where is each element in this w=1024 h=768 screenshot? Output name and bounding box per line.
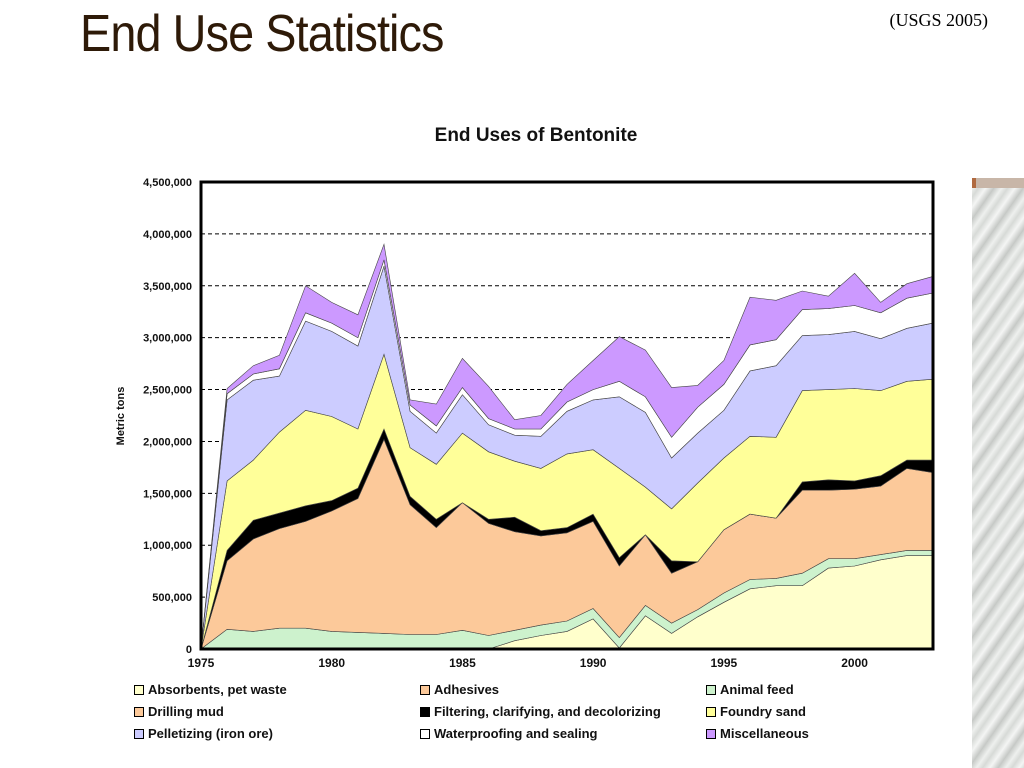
y-tick-label: 4,500,000 — [143, 177, 192, 189]
legend-swatch — [420, 684, 430, 695]
x-tick-label: 1995 — [711, 656, 738, 670]
x-tick-label: 1985 — [449, 656, 476, 670]
source-citation: (USGS 2005) — [889, 10, 988, 30]
slide-title: End Use Statistics — [80, 5, 444, 63]
y-tick-label: 4,000,000 — [143, 229, 192, 241]
y-tick-label: 1,500,000 — [143, 488, 192, 500]
legend-label: Drilling mud — [148, 704, 224, 719]
legend-swatch — [706, 706, 716, 717]
legend-swatch — [420, 728, 430, 739]
legend-label: Pelletizing (iron ore) — [148, 726, 273, 741]
strip-top-cap — [972, 178, 1024, 188]
y-tick-label: 3,500,000 — [143, 281, 192, 293]
chart-title: End Uses of Bentonite — [435, 125, 638, 146]
y-tick-label: 1,000,000 — [143, 540, 192, 552]
legend-swatch — [134, 706, 144, 717]
legend-swatch — [134, 728, 144, 739]
marble-texture-strip — [972, 178, 1024, 768]
legend-item-pelletizing-iron-ore: Pelletizing (iron ore) — [134, 726, 273, 741]
legend-label: Miscellaneous — [720, 726, 809, 741]
y-tick-label: 3,000,000 — [143, 333, 192, 345]
x-tick-label: 1990 — [580, 656, 607, 670]
y-tick-label: 500,000 — [152, 592, 192, 604]
legend-label: Animal feed — [720, 682, 794, 697]
legend-item-adhesives: Adhesives — [420, 682, 499, 697]
legend-item-foundry-sand: Foundry sand — [706, 704, 806, 719]
legend-swatch — [706, 684, 716, 695]
legend-item-filtering-clarifying-and-decolorizing: Filtering, clarifying, and decolorizing — [420, 704, 661, 719]
legend-item-miscellaneous: Miscellaneous — [706, 726, 809, 741]
y-tick-label: 0 — [186, 644, 192, 656]
y-axis-label: Metric tons — [115, 387, 127, 446]
y-tick-label: 2,500,000 — [143, 385, 192, 397]
x-tick-label: 1980 — [318, 656, 345, 670]
x-tick-label: 1975 — [188, 656, 215, 670]
legend-label: Absorbents, pet waste — [148, 682, 287, 697]
legend-label: Filtering, clarifying, and decolorizing — [434, 704, 661, 719]
legend-label: Waterproofing and sealing — [434, 726, 598, 741]
legend-label: Adhesives — [434, 682, 500, 697]
legend-item-waterproofing-and-sealing: Waterproofing and sealing — [420, 726, 597, 741]
x-tick-label: 2000 — [841, 656, 868, 670]
legend-item-animal-feed: Animal feed — [706, 682, 794, 697]
legend-label: Foundry sand — [720, 704, 806, 719]
y-tick-label: 2,000,000 — [143, 436, 192, 448]
legend-swatch — [706, 728, 716, 739]
legend-swatch — [420, 706, 430, 717]
legend-item-drilling-mud: Drilling mud — [134, 704, 224, 719]
plot-frame — [199, 180, 935, 651]
legend-item-absorbents-pet-waste: Absorbents, pet waste — [134, 682, 287, 697]
legend-swatch — [134, 684, 144, 695]
